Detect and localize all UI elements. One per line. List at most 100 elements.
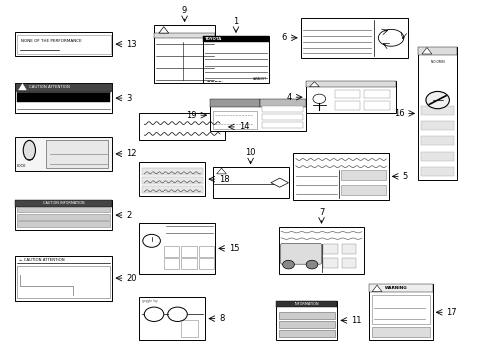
- Text: 8: 8: [219, 314, 224, 323]
- Bar: [15, 32, 112, 56]
- Bar: [15, 137, 112, 171]
- Text: INFORMATION: INFORMATION: [294, 302, 319, 306]
- Bar: [341, 170, 385, 180]
- Text: NONE OF THE PERFORMANCE: NONE OF THE PERFORMANCE: [20, 39, 81, 43]
- FancyBboxPatch shape: [280, 243, 321, 264]
- Bar: [371, 295, 429, 324]
- Bar: [142, 186, 203, 193]
- Bar: [305, 81, 395, 113]
- Bar: [300, 18, 407, 58]
- Polygon shape: [371, 285, 381, 292]
- Bar: [154, 25, 215, 83]
- Bar: [417, 47, 456, 55]
- Bar: [278, 330, 334, 337]
- Bar: [142, 168, 203, 175]
- Bar: [334, 90, 360, 98]
- Bar: [203, 36, 268, 42]
- Polygon shape: [159, 27, 168, 33]
- Text: goggle lay: goggle lay: [142, 299, 158, 303]
- Bar: [203, 36, 268, 83]
- Bar: [262, 114, 303, 120]
- Bar: [46, 140, 107, 168]
- Bar: [210, 99, 305, 131]
- Bar: [276, 301, 337, 307]
- Bar: [364, 101, 389, 110]
- Bar: [15, 83, 112, 91]
- Circle shape: [167, 307, 187, 321]
- Bar: [154, 33, 215, 38]
- Bar: [341, 244, 356, 254]
- Bar: [262, 106, 303, 112]
- Polygon shape: [19, 84, 26, 90]
- Bar: [198, 258, 214, 269]
- Text: 15: 15: [228, 244, 239, 253]
- Text: CAUTION INFORMATION: CAUTION INFORMATION: [43, 201, 84, 206]
- Bar: [17, 207, 110, 212]
- Bar: [198, 246, 214, 257]
- Bar: [278, 227, 364, 274]
- Text: LOCK: LOCK: [17, 164, 26, 168]
- Bar: [139, 297, 205, 340]
- Polygon shape: [421, 48, 431, 54]
- Text: NO OPEN: NO OPEN: [430, 60, 444, 64]
- Circle shape: [305, 260, 317, 269]
- Text: 20: 20: [126, 274, 136, 283]
- Bar: [17, 266, 110, 298]
- Bar: [276, 301, 337, 340]
- Text: 16: 16: [393, 109, 404, 118]
- Bar: [210, 99, 259, 107]
- Bar: [341, 258, 356, 268]
- Text: 3: 3: [126, 94, 131, 103]
- Circle shape: [425, 91, 448, 109]
- Bar: [142, 177, 203, 184]
- Bar: [364, 90, 389, 98]
- Text: 14: 14: [238, 122, 248, 131]
- Bar: [15, 200, 112, 230]
- Bar: [212, 111, 257, 129]
- Bar: [278, 312, 334, 319]
- Bar: [139, 223, 215, 274]
- Text: 6: 6: [281, 33, 286, 42]
- Text: 10: 10: [245, 148, 255, 157]
- Text: 1: 1: [233, 17, 238, 26]
- Circle shape: [142, 234, 160, 247]
- Bar: [181, 258, 196, 269]
- Bar: [305, 81, 395, 87]
- Text: 5: 5: [402, 172, 407, 181]
- Text: TOYOTA: TOYOTA: [205, 37, 222, 41]
- Bar: [420, 167, 453, 176]
- Polygon shape: [270, 178, 288, 187]
- Polygon shape: [309, 82, 319, 87]
- Text: 17: 17: [446, 308, 456, 317]
- Bar: [15, 200, 112, 207]
- Text: ⚠ CAUTION ATTENTION: ⚠ CAUTION ATTENTION: [19, 258, 64, 262]
- Text: 12: 12: [126, 149, 136, 158]
- Bar: [278, 321, 334, 328]
- Text: 11: 11: [350, 316, 361, 325]
- Bar: [139, 113, 224, 140]
- Bar: [323, 244, 337, 254]
- Bar: [323, 258, 337, 268]
- Bar: [181, 246, 196, 257]
- Bar: [262, 122, 303, 128]
- Bar: [139, 162, 205, 196]
- Bar: [420, 121, 453, 130]
- Bar: [212, 167, 288, 198]
- Circle shape: [144, 307, 163, 321]
- Bar: [181, 320, 198, 337]
- Bar: [17, 214, 110, 220]
- Text: 4: 4: [286, 93, 291, 102]
- Bar: [163, 246, 179, 257]
- Bar: [17, 35, 110, 54]
- Bar: [420, 152, 453, 161]
- Ellipse shape: [23, 140, 35, 160]
- Text: 2: 2: [126, 211, 131, 220]
- Text: WARNING: WARNING: [384, 286, 407, 291]
- Bar: [17, 92, 110, 102]
- Bar: [368, 284, 432, 340]
- Circle shape: [312, 94, 325, 104]
- Text: CATALYST: CATALYST: [252, 77, 266, 81]
- Bar: [259, 99, 305, 107]
- Text: 7: 7: [318, 208, 324, 217]
- Bar: [163, 258, 179, 269]
